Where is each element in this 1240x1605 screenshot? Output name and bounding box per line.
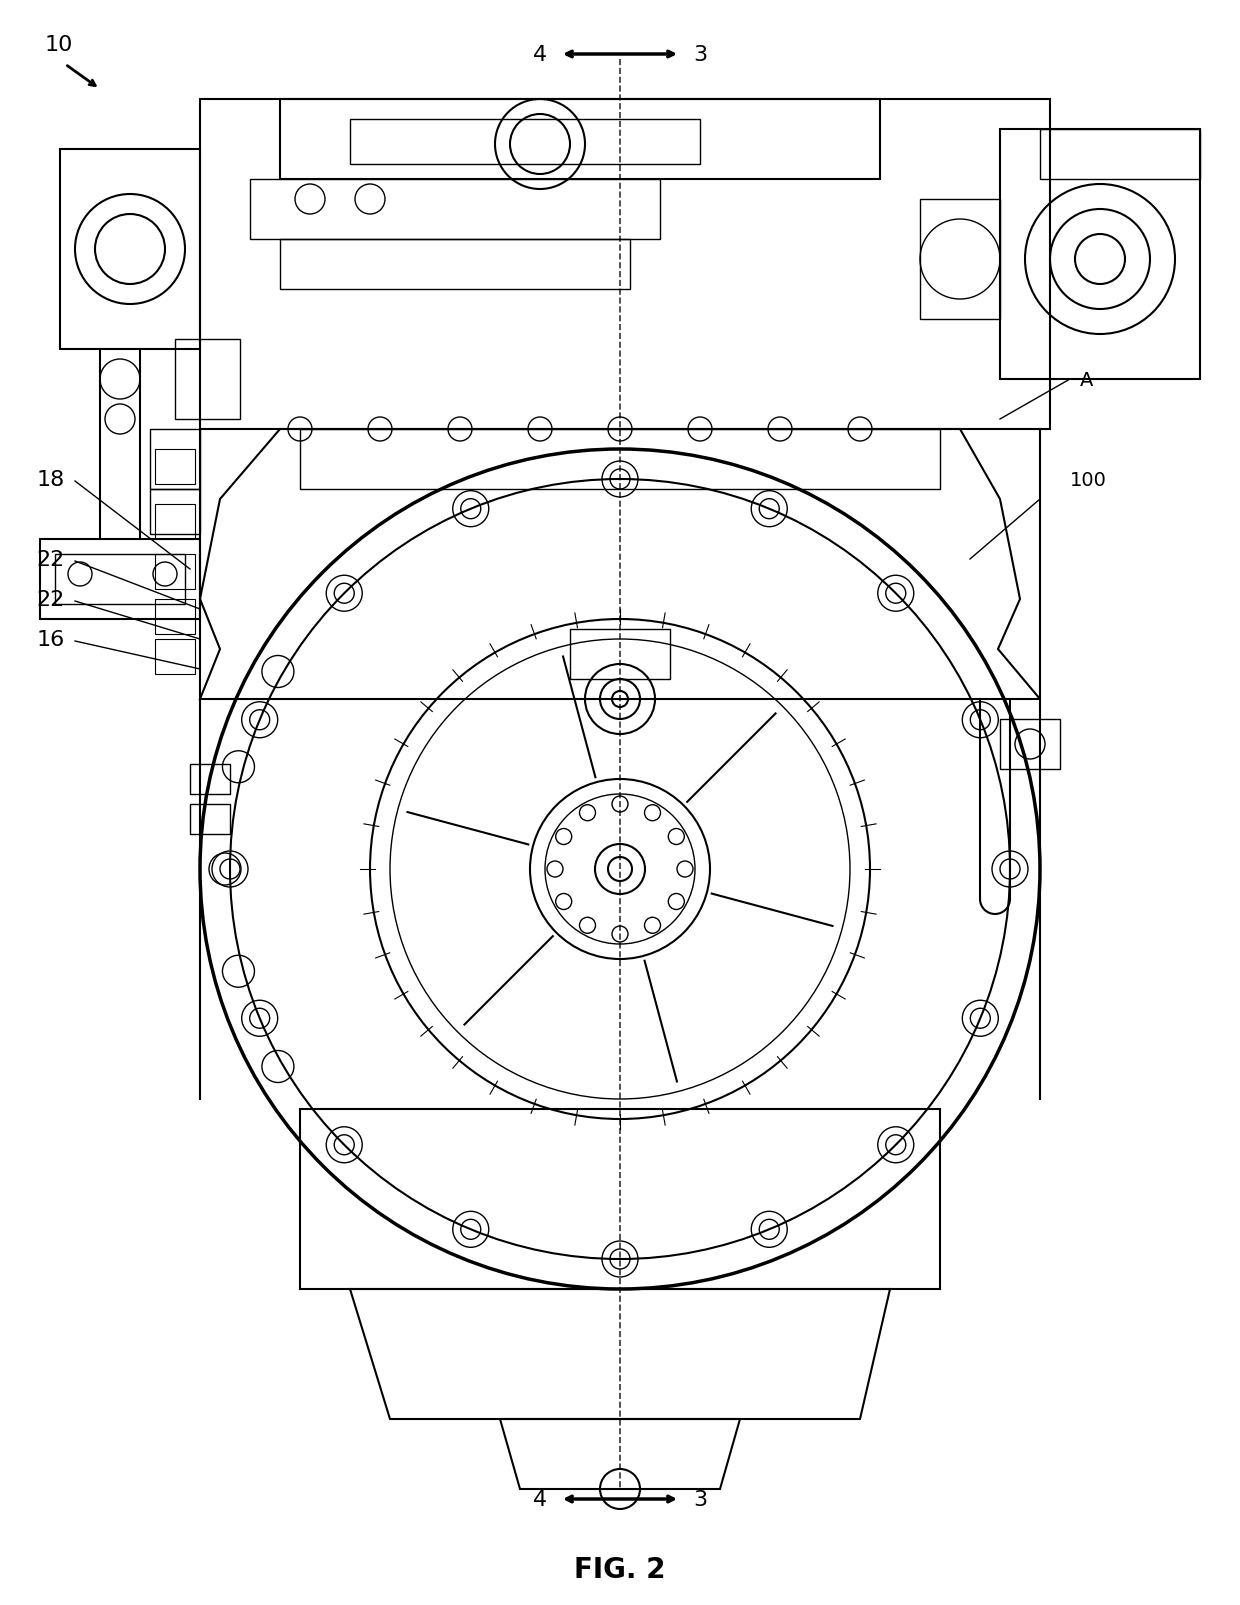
Text: 10: 10: [45, 35, 73, 55]
Text: 22: 22: [37, 589, 64, 610]
Text: 100: 100: [1070, 470, 1107, 490]
Text: 3: 3: [693, 1489, 707, 1509]
Text: 22: 22: [37, 549, 64, 570]
Text: 4: 4: [533, 1489, 547, 1509]
Text: 18: 18: [37, 470, 64, 490]
Text: 4: 4: [533, 45, 547, 64]
Text: FIG. 2: FIG. 2: [574, 1555, 666, 1583]
Text: 16: 16: [37, 629, 64, 650]
Text: 3: 3: [693, 45, 707, 64]
Text: A: A: [1080, 371, 1094, 390]
